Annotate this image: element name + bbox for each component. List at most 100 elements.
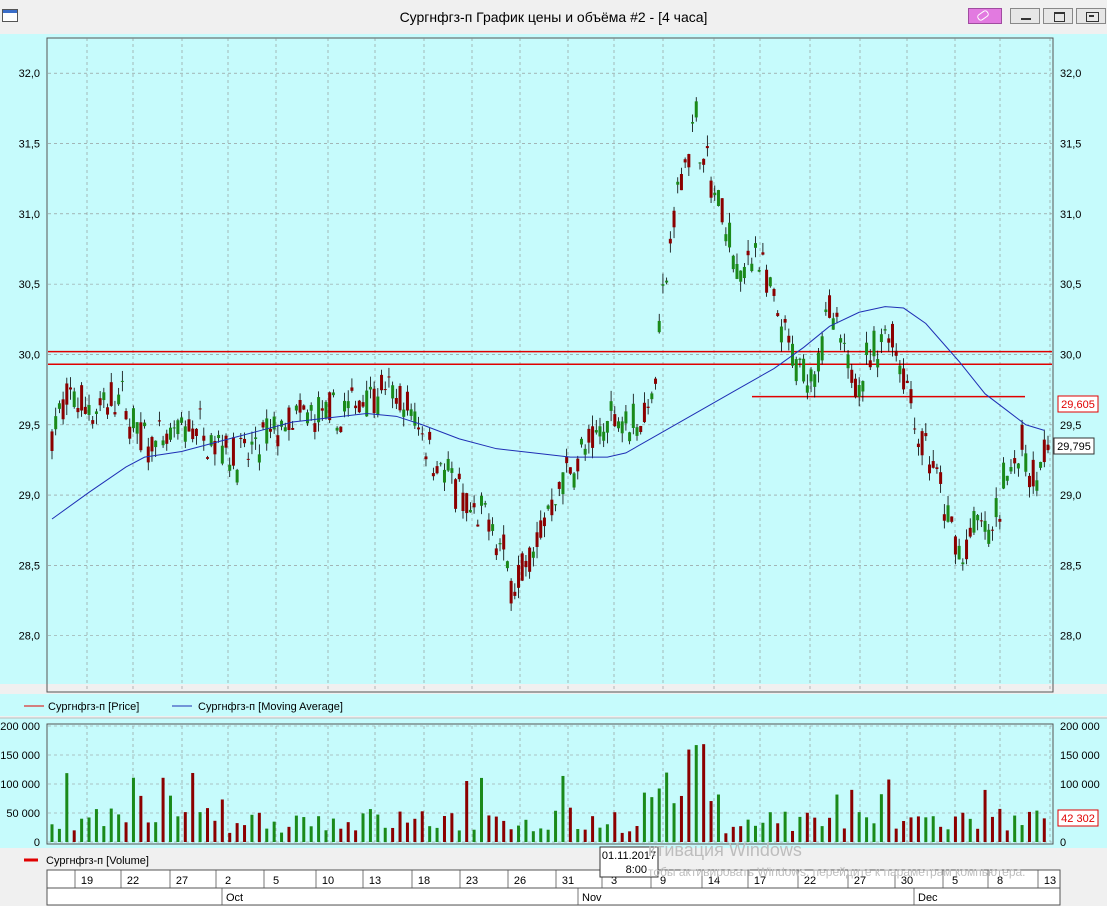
- candle-body: [809, 369, 813, 382]
- candle-body: [206, 457, 210, 459]
- candle-body: [591, 426, 595, 448]
- candle-body: [605, 421, 609, 433]
- cursor-date: 01.11.2017: [602, 850, 656, 862]
- maximize-icon: [1054, 12, 1065, 22]
- moving-average-line: [51, 306, 1045, 520]
- volume-bar: [916, 816, 920, 842]
- candle-body: [72, 391, 76, 407]
- volume-bar: [598, 827, 602, 842]
- candle-body: [405, 391, 409, 411]
- candle-body: [776, 313, 780, 317]
- candle-body: [946, 505, 950, 522]
- candle-body: [287, 407, 291, 431]
- volume-bar: [502, 820, 506, 842]
- candle-body: [298, 399, 302, 413]
- volume-bar: [554, 810, 558, 842]
- activation-watermark-text: тобы активировать Windows, перейдите к п…: [648, 865, 1026, 879]
- volume-bar: [102, 826, 106, 842]
- volume-bar: [109, 808, 113, 842]
- day-label: 18: [418, 875, 430, 887]
- volume-bar: [946, 829, 950, 842]
- volume-bar: [280, 832, 284, 842]
- candle-body: [657, 320, 661, 333]
- volume-bar: [835, 794, 839, 842]
- volume-bars: [50, 744, 1046, 842]
- volume-bar: [561, 775, 565, 842]
- price-plot-frame: [46, 37, 1054, 693]
- date-axis: 19 22 27 2 5 10 13 18 23 26 31 3 9 14 17 22 27 30 5 8 13 Oct N…: [74, 870, 1056, 905]
- candle-body: [583, 448, 587, 455]
- volume-bar: [480, 777, 484, 842]
- volume-bar: [724, 833, 728, 842]
- candle-body: [391, 385, 395, 399]
- volume-bar: [872, 823, 876, 842]
- candle-body: [694, 101, 698, 118]
- candle-body: [257, 454, 261, 463]
- candle-body: [1031, 459, 1035, 487]
- volume-bar: [983, 789, 987, 842]
- candle-body: [654, 378, 658, 384]
- candle-body: [635, 427, 639, 436]
- volume-bar: [494, 816, 498, 842]
- candle-body: [979, 520, 983, 522]
- candle-body: [517, 564, 521, 588]
- candle-body: [1046, 444, 1050, 451]
- close-icon: [1086, 12, 1099, 22]
- candle-body: [665, 280, 669, 283]
- price-tick-left: 31,5: [19, 138, 40, 150]
- price-tick-right: 31,5: [1060, 138, 1081, 150]
- candle-body: [672, 210, 676, 228]
- candle-body: [798, 358, 802, 360]
- candle-body: [450, 468, 454, 473]
- candle-body: [246, 458, 250, 460]
- candle-body: [1016, 463, 1020, 469]
- candle-body: [765, 269, 769, 293]
- pin-button[interactable]: [968, 8, 1002, 24]
- candle-body: [805, 385, 809, 393]
- candle-body: [276, 435, 280, 447]
- volume-bar: [776, 823, 780, 842]
- volume-bar: [628, 831, 632, 842]
- volume-bar: [146, 822, 150, 842]
- candle-body: [183, 426, 187, 442]
- candle-body: [465, 493, 469, 514]
- candle-body: [376, 396, 380, 415]
- volume-tick-left: 50 000: [6, 808, 40, 820]
- candle-body: [702, 158, 706, 165]
- volume-bar: [783, 811, 787, 842]
- candle-body: [135, 422, 139, 434]
- candle-body: [317, 397, 321, 423]
- close-button[interactable]: [1076, 8, 1106, 24]
- candle-body: [146, 446, 150, 463]
- candle-body: [357, 400, 361, 413]
- volume-bar: [568, 807, 572, 842]
- maximize-button[interactable]: [1043, 8, 1073, 24]
- candle-body: [857, 385, 861, 397]
- candle-body: [502, 534, 506, 550]
- volume-bar: [368, 809, 372, 842]
- candle-body: [935, 467, 939, 470]
- price-volume-chart[interactable]: 28,0 28,0 28,5 28,5 29,0 29,0 29,5 29,5 30,0 30,0…: [0, 34, 1107, 906]
- volume-bar: [702, 744, 706, 842]
- volume-bar: [309, 826, 313, 842]
- candle-body: [365, 390, 369, 417]
- candle-body: [346, 401, 350, 409]
- volume-bar: [154, 822, 158, 842]
- candle-body: [646, 406, 650, 408]
- volume-bar: [850, 789, 854, 842]
- candle-body: [57, 403, 61, 409]
- candle-body: [561, 472, 565, 495]
- volume-bar: [442, 815, 446, 842]
- day-label: 3: [611, 875, 617, 887]
- price-tick-left: 31,0: [19, 209, 40, 221]
- volume-bar: [731, 826, 735, 842]
- volume-bar: [509, 829, 513, 842]
- candle-body: [272, 416, 276, 430]
- candle-body: [609, 401, 613, 411]
- link-icon: [976, 9, 990, 22]
- volume-bar: [605, 824, 609, 842]
- candle-body: [713, 192, 717, 196]
- day-label: 30: [901, 875, 913, 887]
- candle-body: [420, 433, 424, 435]
- minimize-button[interactable]: [1010, 8, 1040, 24]
